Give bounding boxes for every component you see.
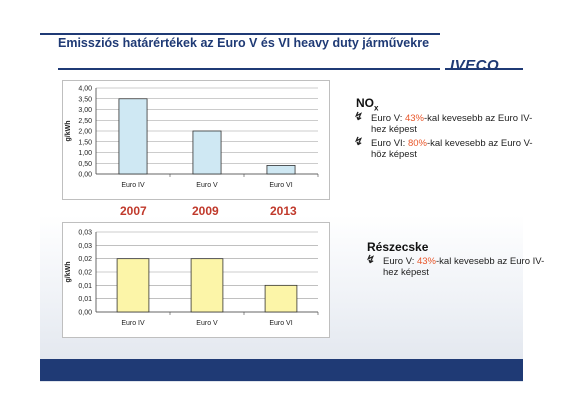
footer-bar (40, 359, 523, 381)
nox-chart-bar-euro-iv (118, 98, 148, 175)
nox-chart-ytick-label: 3,00 (78, 107, 92, 114)
particle-chart-ytick-label: 0,02 (78, 256, 92, 263)
nox-bullet-2: ↯ Euro VI: 80%-kal kevesebb az Euro V-hö… (353, 137, 541, 161)
bullet-arrow-icon: ↯ (353, 136, 363, 148)
nox-chart-ytick-label: 2,50 (78, 118, 92, 125)
title-bottom-rule (58, 68, 440, 70)
nox-chart-bar-euro-v (192, 130, 222, 175)
particle-chart-ytick-label: 0,03 (78, 230, 92, 237)
particle-chart-ytick-label: 0,01 (78, 296, 92, 303)
nox-chart-ytick-label: 4,00 (78, 86, 92, 93)
particle-chart-ytick-label: 0,01 (78, 283, 92, 290)
bullet-percent: 80% (407, 138, 427, 149)
particle-chart-ytick-label: 0,02 (78, 270, 92, 277)
nox-heading-text: NO (356, 96, 374, 110)
bullet-text: Euro V: (383, 256, 417, 267)
particle-chart-ylabel: g/kWh (65, 262, 72, 283)
particle-chart-ytick-label: 0,00 (78, 310, 92, 317)
nox-heading: NOx (356, 96, 378, 112)
particle-chart-bar-euro-iv (116, 258, 150, 313)
nox-chart-ytick-label: 1,00 (78, 150, 92, 157)
nox-chart-ytick-label: 1,50 (78, 139, 92, 146)
year-label-2009: 2009 (192, 204, 219, 218)
nox-chart-xtick-label: Euro V (196, 182, 218, 189)
nox-chart-ytick-label: 0,50 (78, 161, 92, 168)
title-top-rule (40, 33, 440, 35)
iveco-logo: IVECO (450, 57, 500, 74)
bullet-arrow-icon: ↯ (353, 111, 363, 123)
bullet-text: Euro V: (371, 113, 405, 124)
year-label-2013: 2013 (270, 204, 297, 218)
particle-chart-xtick-label: Euro V (196, 320, 218, 327)
bullet-arrow-icon: ↯ (365, 254, 375, 266)
particle-chart-bar-euro-v (190, 258, 224, 313)
nox-bullet-1: ↯ Euro V: 43%-kal kevesebb az Euro IV-he… (353, 112, 541, 136)
particle-chart-xtick-label: Euro VI (269, 320, 292, 327)
bullet-text: -kal kevesebb az Euro IV-hez képest (383, 256, 545, 278)
particle-bullet-1: ↯ Euro V: 43%-kal kevesebb az Euro IV-he… (365, 255, 553, 279)
bullet-text: -kal kevesebb az Euro IV-hez képest (371, 113, 533, 135)
particle-heading: Részecske (367, 240, 429, 254)
slide-title: Emissziós határértékek az Euro V és VI h… (58, 36, 430, 50)
bullet-text: Euro VI: (371, 138, 408, 149)
bullet-percent: 43% (416, 256, 436, 267)
particle-chart-xtick-label: Euro IV (121, 320, 145, 327)
nox-chart-ytick-label: 3,50 (78, 96, 92, 103)
particle-chart-bar-euro-vi (264, 284, 298, 313)
particle-chart: 0,00 0,01 0,01 0,02 0,02 0,03 0,03 g/kWh Euro IV… (62, 222, 330, 338)
nox-chart-ytick-label: 0,00 (78, 172, 92, 179)
bullet-percent: 43% (404, 113, 424, 124)
year-label-2007: 2007 (120, 204, 147, 218)
bullet-text: -kal kevesebb az Euro V-höz képest (371, 138, 533, 160)
nox-chart: 0,00 0,50 1,00 1,50 2,00 2,50 3,00 3,50 4,00 g/kW… (62, 80, 330, 200)
nox-chart-xtick-label: Euro VI (269, 182, 292, 189)
nox-chart-bar-euro-vi (266, 165, 296, 175)
nox-chart-ylabel: g/kWh (65, 121, 72, 142)
logo-rule (445, 68, 523, 70)
particle-chart-ytick-label: 0,03 (78, 243, 92, 250)
nox-chart-ytick-label: 2,00 (78, 129, 92, 136)
nox-heading-subscript: x (374, 103, 379, 113)
nox-chart-xtick-label: Euro IV (121, 182, 145, 189)
